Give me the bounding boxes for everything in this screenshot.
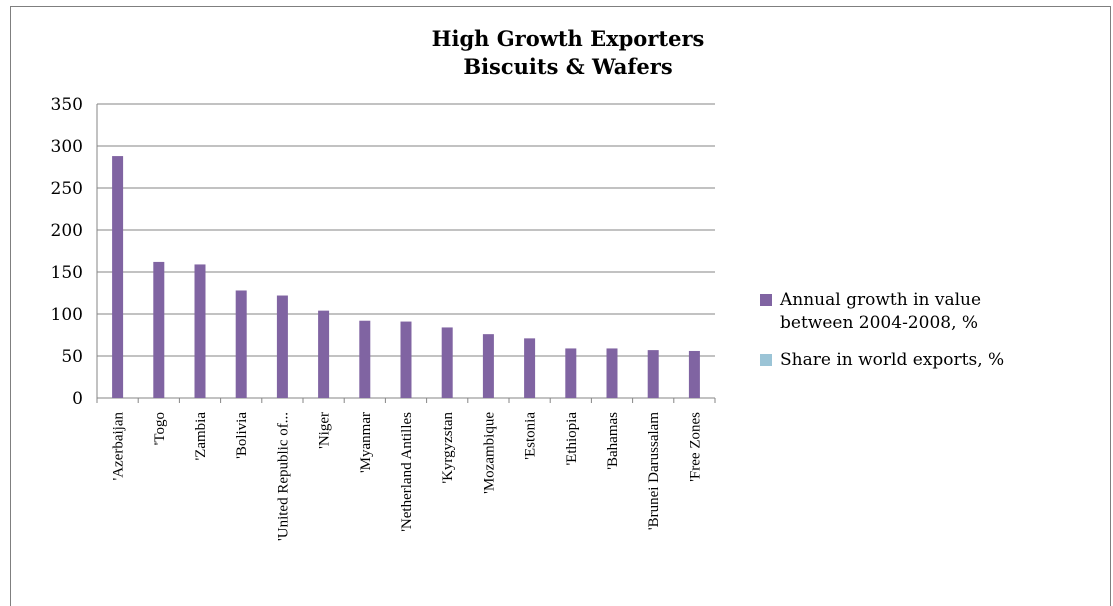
x-tick-label: 'Estonia <box>523 412 539 460</box>
y-tick-label: 100 <box>51 305 83 325</box>
bar <box>276 295 288 398</box>
bar <box>359 320 371 398</box>
bars <box>112 156 700 398</box>
x-tick-label: 'Mozambique <box>481 412 497 494</box>
y-tick-label: 150 <box>51 263 83 283</box>
bar <box>647 350 659 398</box>
x-tick-label: 'Brunei Darussalam <box>646 412 662 530</box>
chart-title-line: Biscuits & Wafers <box>463 54 672 79</box>
bar <box>524 338 536 398</box>
y-axis-ticks: 0 50 100 150 200 250 300 350 <box>51 95 83 409</box>
x-axis-ticks: 'Azerbaijan 'Togo 'Zambia 'Bolivia 'United R… <box>96 398 716 541</box>
y-tick-label: 50 <box>61 347 83 367</box>
bar <box>235 290 247 398</box>
x-tick-label: 'Azerbaijan <box>111 412 127 481</box>
x-tick-label: 'Free Zones <box>687 412 703 482</box>
bar <box>606 348 618 398</box>
y-tick-label: 0 <box>72 389 83 409</box>
bar <box>112 156 124 398</box>
x-tick-label: 'Zambia <box>193 412 209 461</box>
y-tick-label: 200 <box>51 221 83 241</box>
legend: Annual growth in value between 2004-2008,… <box>760 290 1004 370</box>
x-tick-label: 'Netherland Antilles <box>399 412 415 532</box>
bar <box>400 321 412 398</box>
x-tick-label: 'Myanmar <box>358 412 374 473</box>
chart-frame <box>10 6 1111 606</box>
bar <box>565 348 577 398</box>
bar <box>441 327 453 398</box>
x-tick-label: 'Togo <box>152 412 168 445</box>
x-tick-label: 'Bahamas <box>605 412 621 470</box>
bar <box>318 310 330 398</box>
bar <box>688 350 700 398</box>
legend-swatch <box>760 294 772 306</box>
y-tick-label: 350 <box>51 95 83 115</box>
legend-label: Annual growth in value <box>779 290 981 310</box>
x-tick-label: 'Kyrgyzstan <box>440 412 456 484</box>
x-tick-label: 'United Republic of... <box>275 412 291 541</box>
chart-title: High Growth Exporters Biscuits & Wafers <box>432 26 705 79</box>
legend-swatch <box>760 354 772 366</box>
bar <box>194 264 206 398</box>
bar <box>153 261 165 398</box>
chart-title-line: High Growth Exporters <box>432 26 705 51</box>
bar <box>482 334 494 398</box>
legend-label: between 2004-2008, % <box>780 313 978 333</box>
y-tick-label: 300 <box>51 137 83 157</box>
legend-label: Share in world exports, % <box>780 350 1004 370</box>
y-tick-label: 250 <box>51 179 83 199</box>
x-tick-label: 'Bolivia <box>234 412 250 459</box>
x-tick-label: 'Niger <box>317 412 333 449</box>
x-tick-label: 'Ethiopia <box>564 412 580 466</box>
